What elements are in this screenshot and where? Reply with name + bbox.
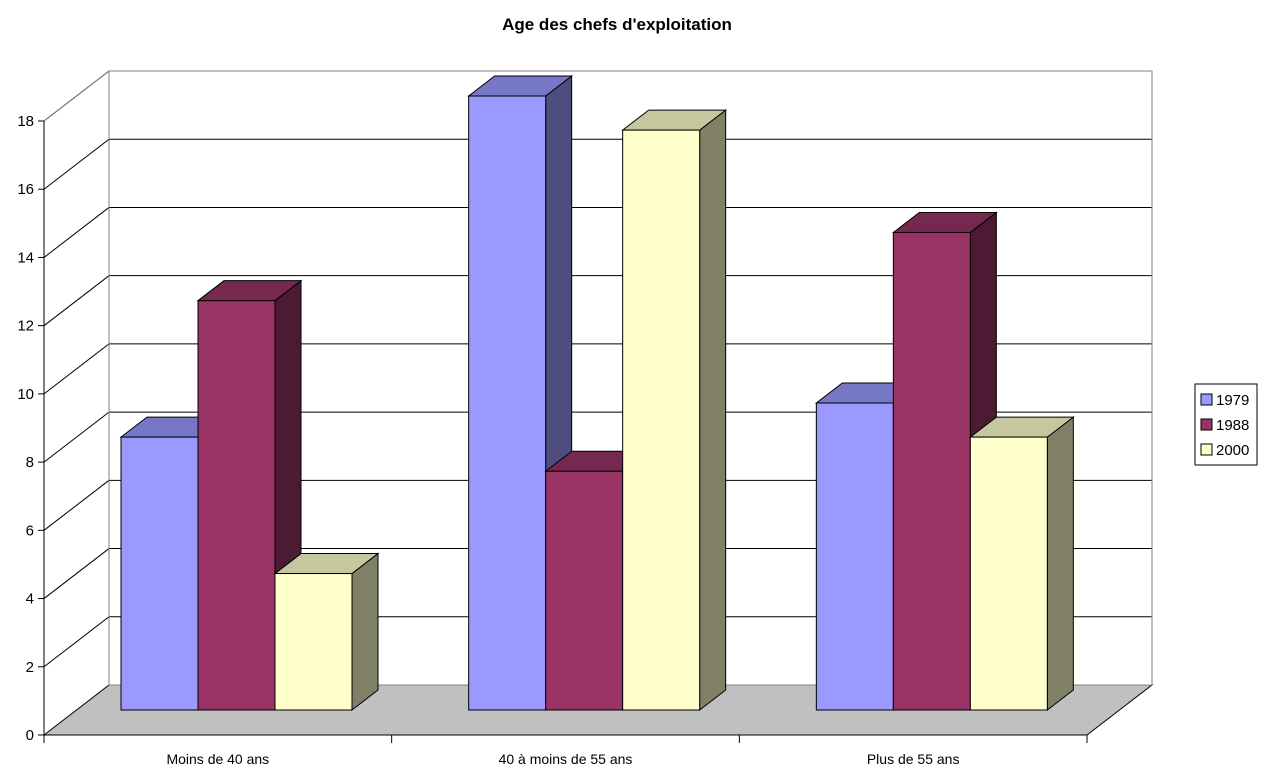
bar-side: [699, 109, 727, 712]
gridline-side: [43, 275, 110, 327]
chart-title: Age des chefs d'exploitation: [502, 15, 732, 34]
bar-front: [815, 402, 894, 711]
legend: 1979 1988 2000: [1194, 383, 1258, 466]
bar-front: [274, 573, 353, 711]
bar-front: [545, 470, 624, 711]
gridline-side: [43, 616, 110, 668]
bars: [119, 74, 1075, 712]
x-category-label: Moins de 40 ans: [166, 751, 269, 767]
y-tick-label: 18: [17, 113, 34, 130]
gridline-side: [43, 548, 110, 599]
bar-front: [969, 436, 1048, 711]
legend-label: 1988: [1216, 417, 1249, 434]
gridline-side: [43, 479, 110, 531]
axes: 0 2 4 6 8 10 12 14 16 18: [17, 113, 1088, 744]
gridline-side: [43, 207, 110, 258]
y-tick-label: 6: [26, 522, 34, 539]
bar: [968, 416, 1075, 712]
y-tick-label: 2: [26, 659, 34, 676]
bar: [273, 552, 380, 712]
y-tick-label: 12: [17, 318, 34, 335]
x-category-label: 40 à moins de 55 ans: [499, 751, 633, 767]
legend-swatch: [1200, 393, 1213, 406]
gridline-side: [43, 138, 110, 190]
bar-front: [197, 300, 276, 711]
bar-side: [351, 552, 379, 712]
y-tick-label: 10: [17, 386, 34, 403]
y-tick-label: 14: [17, 249, 34, 266]
bar: [621, 109, 728, 712]
y-tick-label: 4: [26, 591, 34, 608]
y-tick-label: 8: [26, 454, 34, 471]
legend-label: 1979: [1216, 392, 1249, 409]
gridline-side: [43, 343, 110, 395]
bar-front: [892, 231, 971, 711]
legend-label: 2000: [1216, 442, 1249, 459]
bar-front: [468, 95, 547, 711]
y-tick-label: 0: [26, 727, 34, 744]
bar-side: [1046, 416, 1074, 712]
gridline-side: [43, 411, 110, 463]
x-category-label: Plus de 55 ans: [867, 751, 960, 767]
side-wall-top: [43, 70, 110, 122]
bar-front: [120, 436, 199, 711]
legend-swatch: [1200, 443, 1213, 456]
y-tick-label: 16: [17, 181, 34, 198]
legend-swatch: [1200, 418, 1213, 431]
bar-front: [622, 129, 701, 711]
category-labels: Moins de 40 ans 40 à moins de 55 ans Plus …: [166, 751, 959, 767]
